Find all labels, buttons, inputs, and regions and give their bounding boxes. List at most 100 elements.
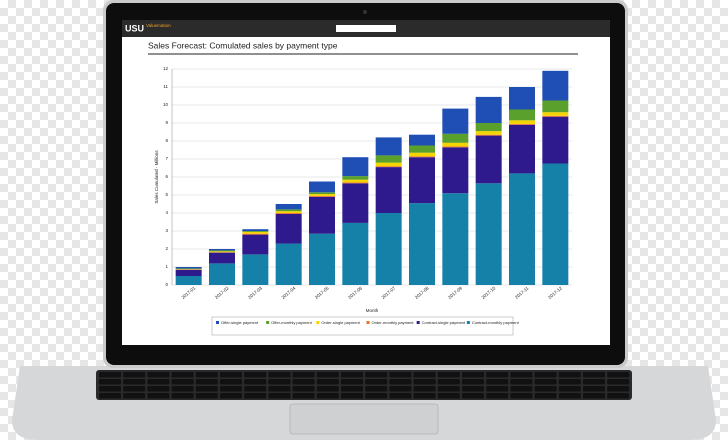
key [534, 372, 557, 378]
bar-segment [309, 233, 335, 285]
key [171, 372, 194, 378]
key [123, 393, 146, 399]
key [268, 379, 291, 385]
key [534, 393, 557, 399]
legend-swatch [466, 321, 470, 324]
legend-swatch [366, 321, 370, 324]
bar-segment [409, 156, 435, 158]
y-tick-label: 2 [165, 246, 168, 251]
key [510, 379, 533, 385]
key [462, 386, 484, 392]
key [486, 393, 509, 399]
key [292, 379, 315, 385]
bar-segment [209, 249, 235, 251]
bar-segment [542, 100, 569, 113]
key [389, 372, 412, 378]
key [147, 386, 170, 392]
search-box[interactable] [336, 25, 396, 32]
bar-segment [442, 133, 469, 143]
key [486, 386, 509, 392]
key [195, 379, 218, 385]
key [147, 379, 170, 385]
key [171, 386, 194, 392]
key [171, 393, 194, 399]
key [244, 393, 267, 399]
app-name: Valuemation [146, 23, 171, 28]
key [413, 386, 436, 392]
legend-label: Order-monthly payment [372, 320, 415, 325]
bar-segment [342, 157, 369, 177]
y-tick-label: 10 [163, 102, 169, 107]
key [510, 386, 533, 392]
key [413, 379, 436, 385]
key [123, 372, 146, 378]
bar-segment [375, 155, 402, 163]
bar-segment [475, 183, 502, 285]
key [341, 372, 363, 378]
bar-segment [475, 134, 502, 136]
key [195, 386, 218, 392]
bar-segment [509, 124, 535, 174]
y-tick-label: 7 [165, 156, 168, 161]
bar-segment [309, 194, 335, 196]
key [220, 393, 242, 399]
bar-segment [209, 252, 235, 264]
key [316, 393, 339, 399]
legend-swatch [266, 321, 270, 324]
legend-swatch [416, 321, 420, 324]
key [558, 386, 581, 392]
legend-label: Order-single payment [321, 320, 360, 325]
key [316, 372, 339, 378]
key [583, 393, 605, 399]
bar-segment [475, 123, 502, 132]
key [268, 393, 291, 399]
bar-segment [475, 135, 502, 184]
key [389, 386, 412, 392]
bar-segment [509, 123, 535, 125]
legend-label: Offer-monthly payment [271, 320, 312, 325]
bar-segment [442, 142, 469, 147]
bar-segment [275, 213, 302, 214]
key [292, 386, 315, 392]
bar-segment [542, 163, 569, 285]
bar-segment [442, 108, 469, 134]
legend-label: Contract-monthly payment [472, 320, 520, 325]
key [510, 393, 533, 399]
bar-segment [309, 195, 335, 197]
key [413, 372, 436, 378]
key [462, 379, 484, 385]
legend-swatch [316, 321, 320, 324]
key [195, 372, 218, 378]
bar-segment [475, 96, 502, 123]
bar-segment [175, 276, 202, 285]
key [389, 393, 412, 399]
bar-segment [375, 167, 402, 213]
trackpad [289, 403, 439, 435]
key [583, 379, 605, 385]
legend-swatch [216, 321, 219, 324]
bar-segment [209, 263, 235, 285]
bar-segment [175, 269, 202, 276]
key [607, 393, 630, 399]
y-tick-label: 4 [165, 210, 168, 215]
key [147, 393, 170, 399]
key [220, 372, 242, 378]
bar-segment [542, 112, 569, 116]
bar-segment [442, 193, 469, 285]
key [534, 386, 557, 392]
bar-segment [442, 147, 469, 194]
y-tick-label: 8 [165, 138, 168, 143]
bar-segment [275, 209, 302, 212]
key [558, 393, 581, 399]
key [244, 386, 267, 392]
bar-segment [242, 254, 269, 285]
y-tick-label: 9 [165, 120, 168, 125]
key [607, 372, 630, 378]
bar-segment [175, 268, 202, 269]
bar-segment [342, 182, 369, 184]
key [583, 372, 605, 378]
bar-segment [309, 181, 335, 193]
bar-segment [509, 173, 535, 285]
